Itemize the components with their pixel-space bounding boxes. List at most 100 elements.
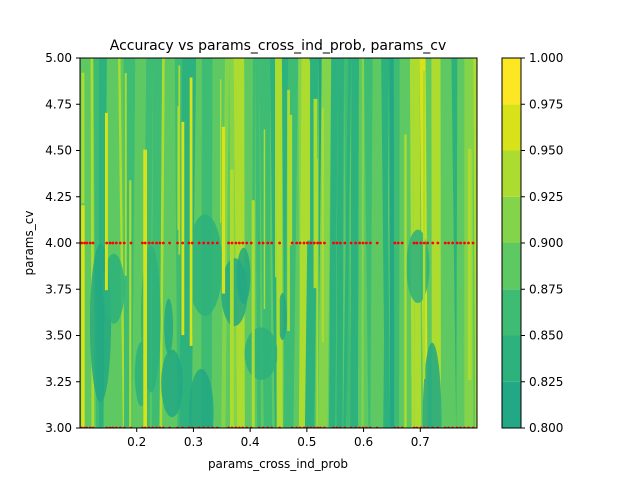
contour-streak xyxy=(422,70,426,379)
colorbar-segment xyxy=(502,58,521,105)
colorbar-segment xyxy=(502,289,521,336)
y-tick-label: 4.00 xyxy=(45,236,72,250)
contour-streak xyxy=(316,158,318,427)
contour-streak xyxy=(104,112,108,291)
contour-region xyxy=(422,342,442,428)
sample-point xyxy=(190,241,194,245)
contour-region xyxy=(406,229,430,304)
y-tick-label: 4.75 xyxy=(45,97,72,111)
sample-point xyxy=(80,241,84,245)
sample-point xyxy=(187,241,191,245)
y-tick-label: 3.50 xyxy=(45,329,72,343)
colorbar-tick-label: 0.975 xyxy=(529,97,563,111)
sample-point xyxy=(161,241,165,245)
sample-point xyxy=(455,241,459,245)
y-axis: 3.00 3.25 3.50 3.75 4.00 4.25 4.50 4.75 5.00 xyxy=(45,51,80,435)
sample-point xyxy=(375,241,379,245)
sample-point xyxy=(105,241,109,245)
contour-streak xyxy=(219,79,222,223)
sample-point xyxy=(463,241,466,245)
sample-point xyxy=(451,241,455,245)
sample-point xyxy=(400,241,404,245)
contour-streak xyxy=(81,205,85,428)
sample-point xyxy=(338,241,342,245)
contour-streak xyxy=(229,169,234,428)
contour-streak xyxy=(313,98,318,289)
contour-streak xyxy=(124,73,127,276)
contour-streak xyxy=(178,65,181,255)
contour-band xyxy=(473,58,477,428)
sample-point xyxy=(319,241,322,245)
contour-region xyxy=(102,253,125,324)
sample-point xyxy=(426,241,430,245)
sample-point xyxy=(211,241,215,245)
x-tick-label: 0.7 xyxy=(411,435,430,449)
colorbar-tick-label: 0.950 xyxy=(529,144,563,158)
sample-point xyxy=(270,241,274,245)
colorbar-segment xyxy=(502,335,521,382)
sample-point xyxy=(358,241,362,245)
sample-point xyxy=(176,241,179,245)
sample-point xyxy=(206,241,210,245)
colorbar-segment xyxy=(502,150,521,197)
sample-point xyxy=(467,241,470,245)
x-axis-label: params_cross_ind_prob xyxy=(208,457,348,471)
sample-point xyxy=(354,241,358,245)
contour-streak xyxy=(404,134,407,428)
contour-band xyxy=(389,58,395,428)
y-tick-label: 3.00 xyxy=(45,421,72,435)
sample-point xyxy=(443,241,447,245)
contour-streak xyxy=(189,77,193,346)
sample-point xyxy=(278,241,282,245)
sample-point xyxy=(361,241,365,245)
contour-streak xyxy=(321,107,324,343)
sample-point xyxy=(85,241,89,245)
sample-point xyxy=(88,241,92,245)
x-tick-label: 0.2 xyxy=(127,435,146,449)
contour-band xyxy=(425,58,434,428)
sample-point xyxy=(266,241,270,245)
sample-point xyxy=(151,241,154,245)
sample-point xyxy=(202,241,206,245)
sample-point xyxy=(459,241,462,245)
sample-point xyxy=(290,241,294,245)
sample-point xyxy=(181,241,185,245)
contour-streak xyxy=(129,180,132,428)
colorbar-tick-label: 0.825 xyxy=(529,375,563,389)
sample-point xyxy=(343,241,347,245)
contour-streak xyxy=(468,148,472,380)
sample-point xyxy=(302,241,306,245)
sample-point xyxy=(312,241,316,245)
sample-point xyxy=(143,241,147,245)
sample-point xyxy=(230,241,234,245)
colorbar-segment xyxy=(502,381,521,428)
sample-point xyxy=(158,241,162,245)
sample-point xyxy=(114,241,118,245)
sample-point xyxy=(140,241,144,245)
y-axis-label: params_cv xyxy=(22,211,36,276)
sample-point xyxy=(108,241,112,245)
x-tick-label: 0.6 xyxy=(354,435,373,449)
colorbar-tick-label: 0.900 xyxy=(529,236,563,250)
contour-region xyxy=(188,368,214,428)
colorbar-tick-label: 1.000 xyxy=(529,51,563,65)
colorbar-segment xyxy=(502,196,521,243)
contour-band xyxy=(86,58,91,428)
sample-point xyxy=(249,241,253,245)
plot-area xyxy=(80,58,477,428)
colorbar-tick-label: 0.875 xyxy=(529,282,563,296)
sample-point xyxy=(393,241,397,245)
contour-band xyxy=(383,58,390,428)
sample-point xyxy=(118,241,122,245)
sample-point xyxy=(335,241,339,245)
x-tick-label: 0.3 xyxy=(184,435,203,449)
contour-streak xyxy=(143,149,148,428)
sample-point xyxy=(261,241,265,245)
contour-region xyxy=(161,349,183,418)
colorbar-tick-label: 0.800 xyxy=(529,421,563,435)
sample-point xyxy=(83,241,86,245)
contour-streak xyxy=(177,106,179,230)
contour-band xyxy=(370,58,382,428)
x-axis: 0.2 0.3 0.4 0.5 0.6 0.7 xyxy=(127,428,430,449)
